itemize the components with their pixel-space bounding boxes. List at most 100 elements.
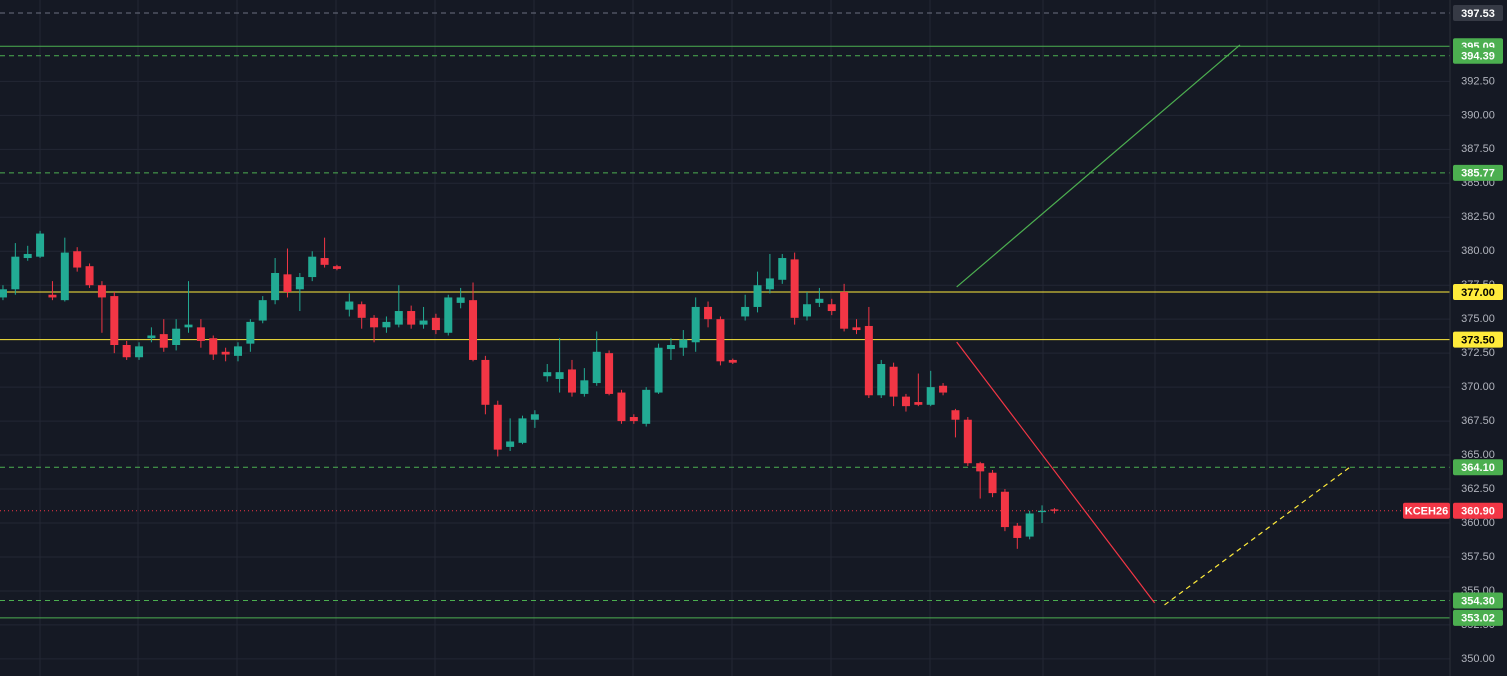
- candle-body: [382, 321, 391, 328]
- y-tick-label: 375.00: [1461, 313, 1495, 325]
- candle-body: [530, 414, 539, 420]
- candle-body: [493, 404, 502, 450]
- candle-body: [97, 285, 106, 298]
- candle-body: [901, 396, 910, 407]
- candle-body: [592, 351, 601, 384]
- y-tick-label: 362.50: [1461, 483, 1495, 495]
- candle-body: [753, 285, 762, 307]
- candle-body: [172, 328, 181, 345]
- candle-body: [605, 353, 614, 394]
- trend-line: [956, 44, 1241, 288]
- candle-body: [122, 344, 131, 358]
- trend-line: [1164, 466, 1351, 606]
- y-tick-label: 367.50: [1461, 415, 1495, 427]
- y-tick-label: 370.00: [1461, 381, 1495, 393]
- candle-body: [444, 297, 453, 333]
- candle-body: [456, 297, 465, 303]
- price-tag-label: 353.02: [1461, 613, 1495, 625]
- y-tick-label: 387.50: [1461, 143, 1495, 155]
- candle-body: [827, 304, 836, 312]
- candle-body: [258, 300, 267, 321]
- candle-body: [765, 278, 774, 290]
- candle-body: [691, 306, 700, 343]
- candle-body: [506, 441, 515, 447]
- candle-body: [419, 320, 428, 325]
- candle-body: [728, 359, 737, 363]
- price-tag-label: 394.39: [1461, 51, 1495, 63]
- price-tag-label: 397.53: [1461, 8, 1495, 20]
- price-tag: [1453, 592, 1503, 609]
- candle-body: [271, 272, 280, 301]
- candle-body: [852, 327, 861, 331]
- candle-body: [617, 392, 626, 422]
- candle-body: [283, 274, 292, 293]
- price-tag: [1453, 331, 1503, 348]
- candle-body: [543, 372, 552, 377]
- candle-body: [407, 311, 416, 325]
- candle-body: [60, 252, 69, 301]
- symbol-tag: [1403, 502, 1450, 519]
- candle-body: [741, 306, 750, 317]
- price-tag: [1453, 5, 1503, 22]
- candle-body: [889, 366, 898, 397]
- y-tick-label: 390.00: [1461, 109, 1495, 121]
- price-tag: [1453, 609, 1503, 626]
- candle-body: [345, 301, 354, 310]
- candle-body: [308, 256, 317, 278]
- candle-body: [246, 321, 255, 344]
- y-tick-label: 392.50: [1461, 75, 1495, 87]
- y-tick-label: 380.00: [1461, 245, 1495, 257]
- candle-body: [11, 256, 20, 290]
- candle-body: [481, 359, 490, 405]
- candle-body: [716, 319, 725, 362]
- candle-body: [85, 266, 94, 286]
- y-tick-label: 365.00: [1461, 449, 1495, 461]
- candle-body: [654, 347, 663, 393]
- candle-body: [518, 418, 527, 443]
- price-tag-label: 360.90: [1461, 506, 1495, 518]
- candle-body: [914, 402, 923, 405]
- candle-body: [159, 334, 168, 348]
- candle-body: [184, 324, 193, 328]
- candle-body: [469, 300, 478, 360]
- price-tag: [1453, 164, 1503, 181]
- candle-body: [679, 339, 688, 348]
- candle-body: [0, 289, 7, 298]
- candle-body: [815, 298, 824, 303]
- candle-body: [48, 294, 57, 298]
- candle-body: [1013, 525, 1022, 538]
- candle-body: [147, 335, 156, 339]
- candle-body: [221, 351, 230, 355]
- candle-body: [840, 292, 849, 329]
- candle-body: [1050, 509, 1059, 511]
- candle-body: [36, 233, 45, 257]
- candle-body: [135, 346, 144, 358]
- candle-body: [110, 296, 119, 345]
- candle-body: [555, 372, 564, 379]
- candle-body: [332, 266, 341, 269]
- price-tag-label: 373.50: [1461, 334, 1495, 346]
- price-tag: [1453, 459, 1503, 476]
- candle-body: [73, 251, 82, 268]
- candle-body: [704, 306, 713, 320]
- candle-body: [926, 387, 935, 405]
- candle-body: [877, 364, 886, 396]
- price-tag: [1453, 47, 1503, 64]
- candle-body: [939, 385, 948, 393]
- candle-body: [431, 317, 440, 331]
- candle-body: [370, 317, 379, 328]
- candle-body: [580, 380, 589, 394]
- candle-body: [567, 369, 576, 393]
- candle-body: [1000, 491, 1009, 528]
- candle-body: [790, 259, 799, 318]
- candle-body: [951, 410, 960, 420]
- candle-body: [233, 346, 242, 356]
- price-tag-label: 377.00: [1461, 287, 1495, 299]
- candle-body: [295, 277, 304, 290]
- candle-body: [642, 389, 651, 424]
- candle-body: [803, 304, 812, 317]
- candle-body: [629, 417, 638, 422]
- candle-body: [209, 338, 218, 355]
